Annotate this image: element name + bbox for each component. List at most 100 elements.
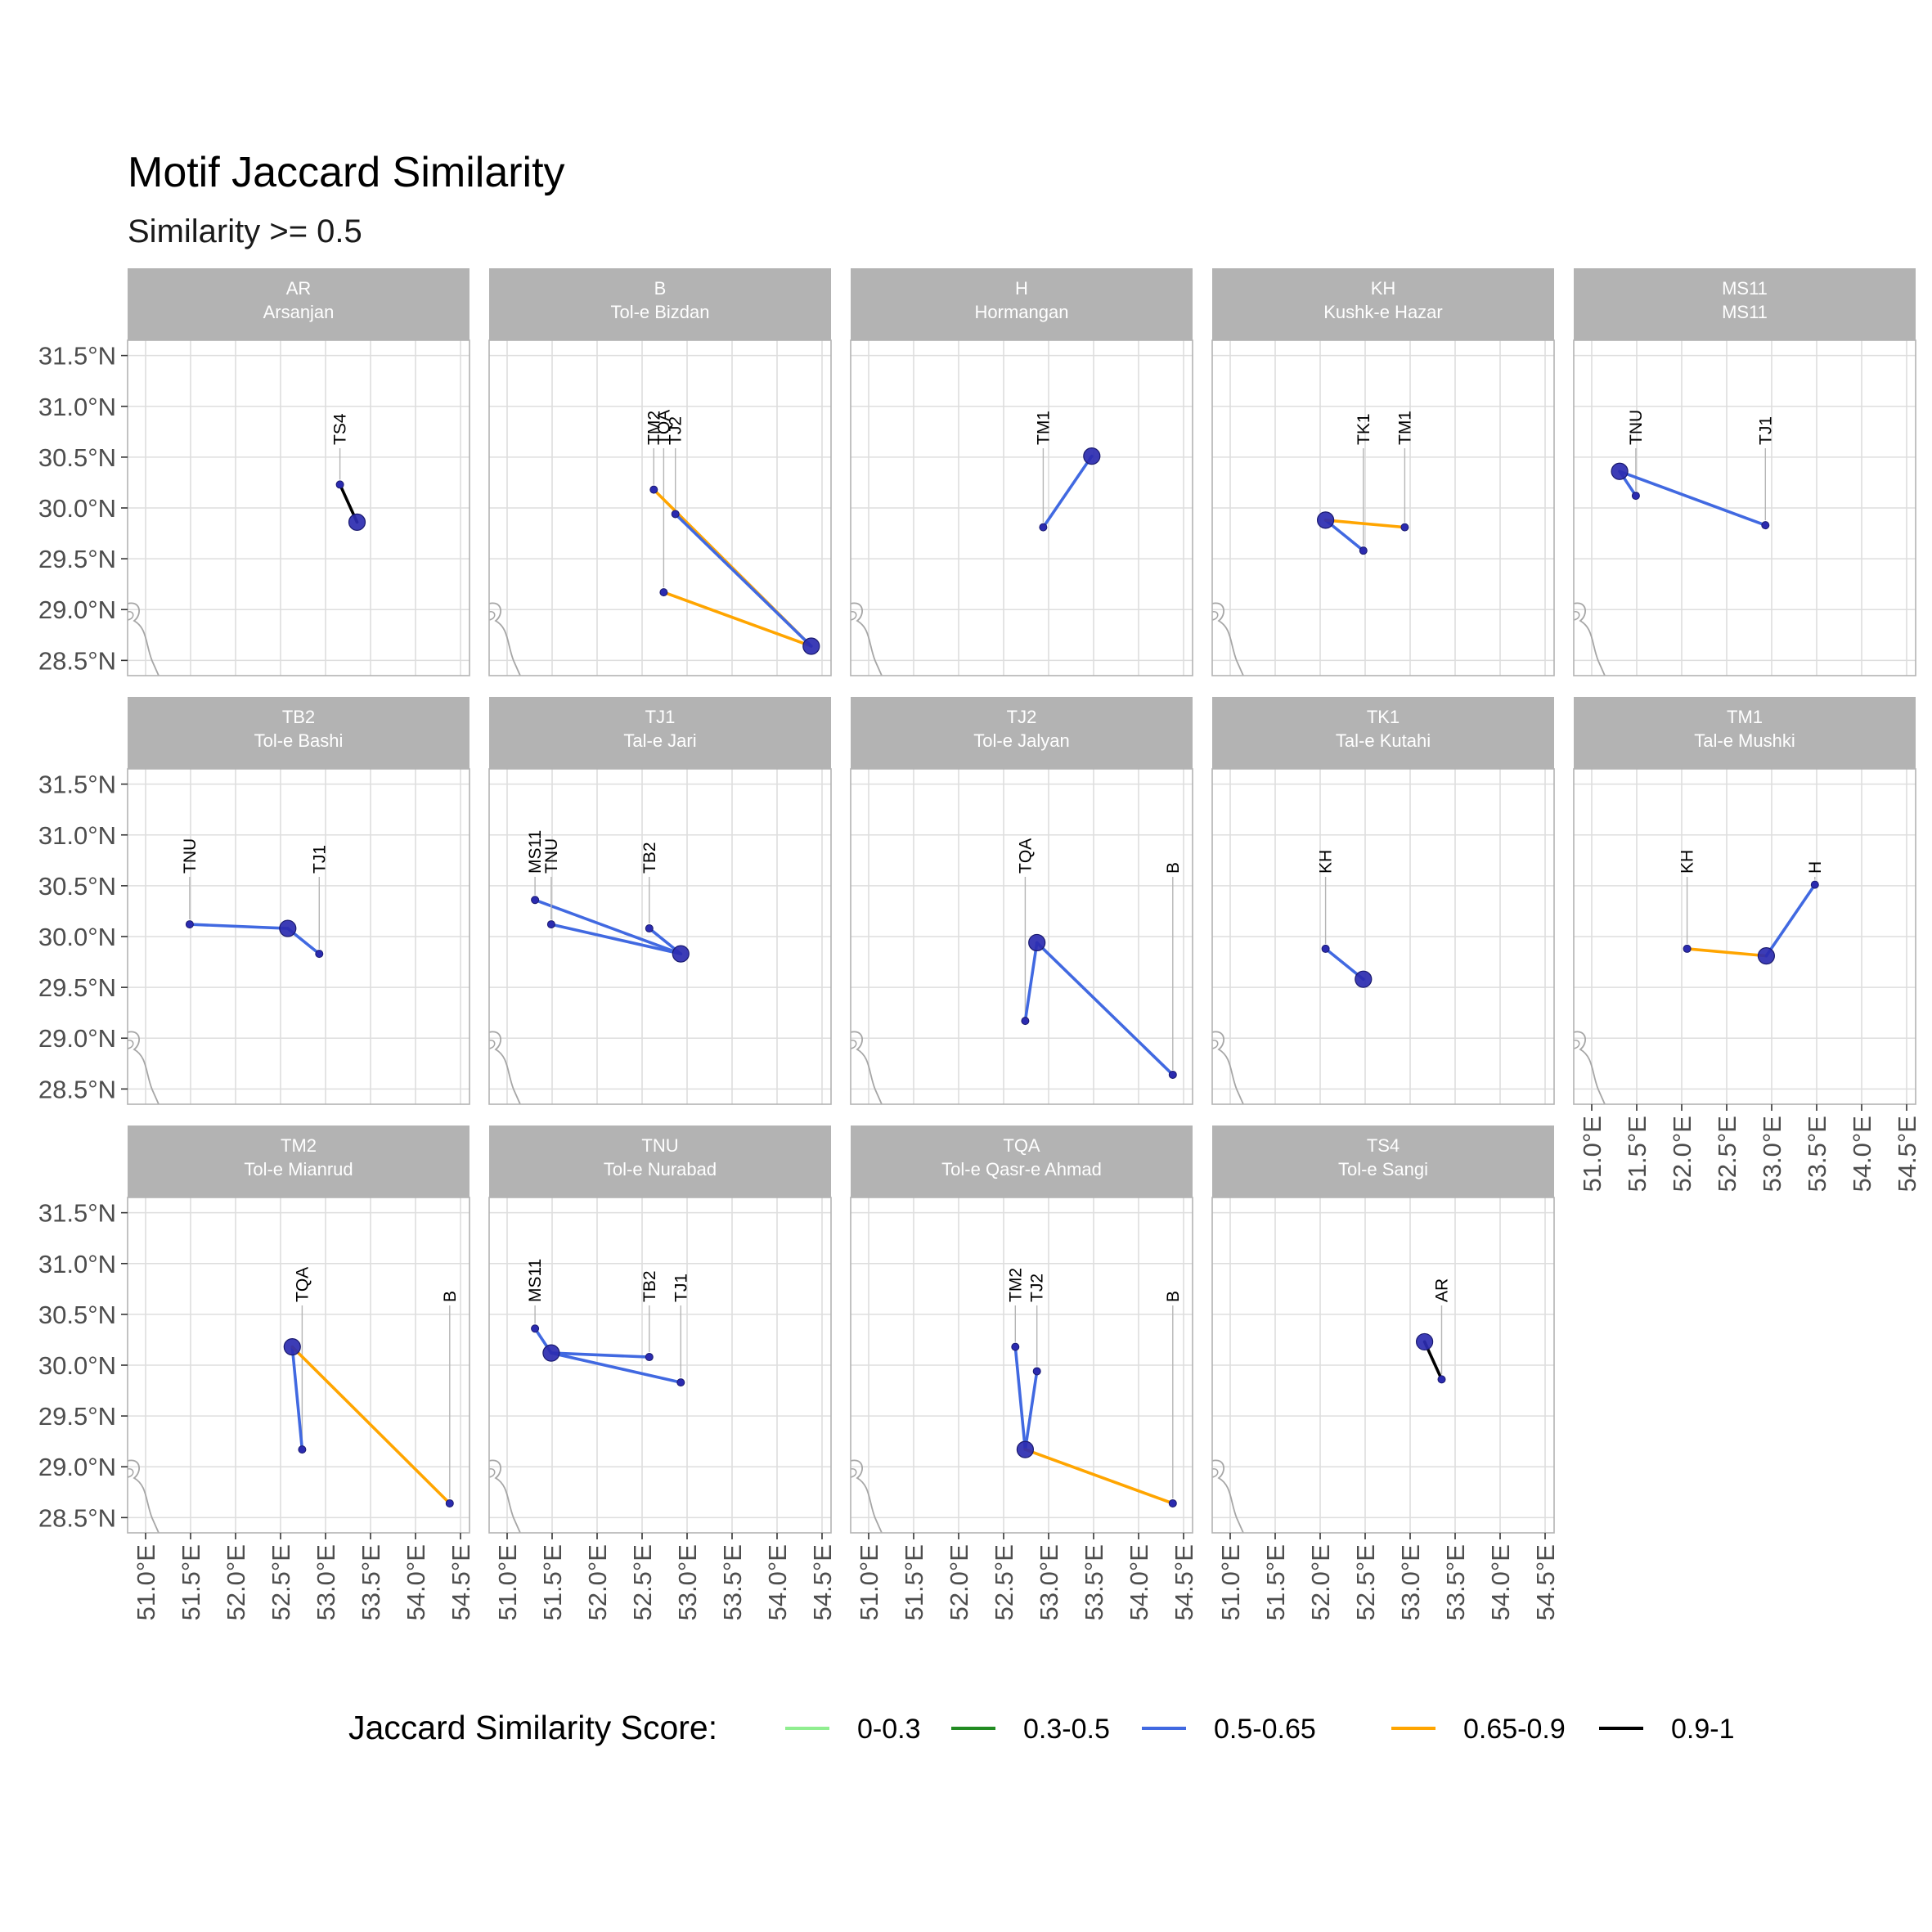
- x-tick-label: 51.5°E: [1623, 1116, 1651, 1192]
- x-tick-label: 53.0°E: [1035, 1544, 1063, 1620]
- link-tm1: [1041, 454, 1094, 529]
- site-label: KH: [1678, 850, 1697, 874]
- x-tick-label: 54.5°E: [447, 1544, 475, 1620]
- facet-code: TJ2: [1007, 707, 1037, 727]
- panel-h: H Hormangan TM1: [850, 268, 1193, 676]
- site-label: MS11: [526, 1259, 545, 1302]
- panel-kh: KH Kushk-e Hazar TK1 TM1: [1211, 268, 1555, 676]
- facet-strip: [1212, 268, 1554, 340]
- x-tick-label: 51.0°E: [493, 1544, 522, 1620]
- target-point: [1032, 1367, 1041, 1376]
- facet-code: TM2: [281, 1135, 317, 1156]
- x-tick-label: 54.5°E: [1893, 1116, 1921, 1192]
- coastline-inlet: [1573, 1040, 1580, 1049]
- facet-code: TB2: [282, 707, 315, 727]
- site-label: TK1: [1355, 413, 1373, 445]
- coastline: [488, 1031, 521, 1105]
- y-tick-label: 29.5°N: [38, 1402, 116, 1431]
- x-tick-label: 53.5°E: [1441, 1544, 1470, 1620]
- facet-strip: [851, 268, 1193, 340]
- facet-code: AR: [286, 278, 312, 299]
- site-label: TQA: [1016, 838, 1035, 874]
- y-tick-label: 30.5°N: [38, 872, 116, 901]
- link-kh: [1685, 947, 1768, 958]
- target-point: [1683, 944, 1692, 953]
- y-tick-label: 28.5°N: [38, 1503, 116, 1532]
- site-label: TNU: [1627, 410, 1646, 445]
- facet-code: KH: [1371, 278, 1396, 299]
- panel-tnu: TNU Tol-e Nurabad MS11 TB2 TJ1 51.0°E 51.5°E 52…: [488, 1126, 837, 1620]
- coastline: [127, 1459, 160, 1534]
- target-point: [1437, 1375, 1446, 1384]
- link-b: [1035, 941, 1175, 1076]
- y-tick-label: 30.5°N: [38, 1301, 116, 1329]
- coastline: [850, 1031, 883, 1105]
- facet-strip: [489, 697, 831, 769]
- link-tb2: [550, 1351, 651, 1359]
- x-tick-label: 54.0°E: [402, 1544, 430, 1620]
- y-tick-label: 29.5°N: [38, 973, 116, 1002]
- facet-strip: [128, 697, 470, 769]
- target-point: [445, 1498, 454, 1507]
- link-b: [1023, 1448, 1175, 1505]
- target-point: [185, 920, 194, 929]
- y-tick-label: 30.0°N: [38, 923, 116, 951]
- link-tnu: [550, 923, 683, 955]
- facet-strip: [1574, 268, 1916, 340]
- site-label: TM1: [1034, 411, 1053, 445]
- chart-title: Motif Jaccard Similarity: [128, 149, 565, 196]
- coastline: [850, 1459, 883, 1534]
- facet-name: Tal-e Jari: [623, 730, 696, 751]
- facet-strip: [489, 1126, 831, 1197]
- target-point: [1168, 1498, 1177, 1507]
- focal-site-point: [1028, 933, 1046, 952]
- x-tick-label: 52.0°E: [1306, 1544, 1335, 1620]
- coastline-inlet: [127, 1468, 134, 1478]
- site-label: B: [441, 1291, 460, 1302]
- site-label: H: [1806, 861, 1825, 874]
- link-ms11: [533, 898, 683, 955]
- y-tick-label: 31.0°N: [38, 1250, 116, 1278]
- site-label: TJ1: [672, 1274, 690, 1302]
- coastline: [1573, 1031, 1606, 1105]
- coastline-inlet: [850, 1468, 857, 1478]
- coastline: [127, 1031, 160, 1105]
- y-tick-label: 31.5°N: [38, 342, 116, 371]
- site-label: TM2: [1006, 1268, 1025, 1302]
- x-tick-label: 54.5°E: [1531, 1544, 1560, 1620]
- coastline: [1573, 602, 1606, 676]
- x-tick-label: 54.0°E: [1486, 1544, 1515, 1620]
- target-point: [531, 1324, 540, 1333]
- link-h: [1764, 883, 1817, 958]
- panel-border: [1211, 339, 1555, 676]
- target-point: [1761, 521, 1770, 530]
- x-tick-label: 52.0°E: [583, 1544, 612, 1620]
- x-tick-label: 51.0°E: [1216, 1544, 1245, 1620]
- facet-name: Tal-e Mushki: [1694, 730, 1795, 751]
- facet-name: MS11: [1722, 302, 1768, 322]
- y-tick-label: 31.0°N: [38, 393, 116, 421]
- focal-site-point: [283, 1338, 301, 1356]
- facet-panels: AR Arsanjan TS4 31.5°N 31.0°N 30.5°N 30.0°N 29.…: [38, 268, 1921, 1620]
- legend-label: 0-0.3: [857, 1714, 921, 1745]
- legend-title: Jaccard Similarity Score:: [348, 1709, 717, 1746]
- x-tick-label: 52.5°E: [1351, 1544, 1380, 1620]
- coastline: [488, 1459, 521, 1534]
- x-tick-label: 54.5°E: [808, 1544, 837, 1620]
- panel-border: [1573, 339, 1916, 676]
- x-tick-label: 52.0°E: [222, 1544, 250, 1620]
- link-tnu: [188, 923, 290, 930]
- coastline-inlet: [488, 1468, 496, 1478]
- x-tick-label: 53.5°E: [1080, 1544, 1108, 1620]
- x-tick-label: 51.5°E: [538, 1544, 567, 1620]
- target-point: [315, 950, 324, 959]
- legend: Jaccard Similarity Score: 0-0.3 0.3-0.5 0.5…: [348, 1709, 1735, 1746]
- site-label: TNU: [181, 838, 200, 874]
- facet-strip: [128, 268, 470, 340]
- target-point: [649, 485, 658, 494]
- focal-site-point: [1757, 947, 1775, 965]
- site-label: TB2: [640, 842, 659, 874]
- coastline: [488, 602, 521, 676]
- facet-name: Tol-e Mianrud: [244, 1159, 353, 1179]
